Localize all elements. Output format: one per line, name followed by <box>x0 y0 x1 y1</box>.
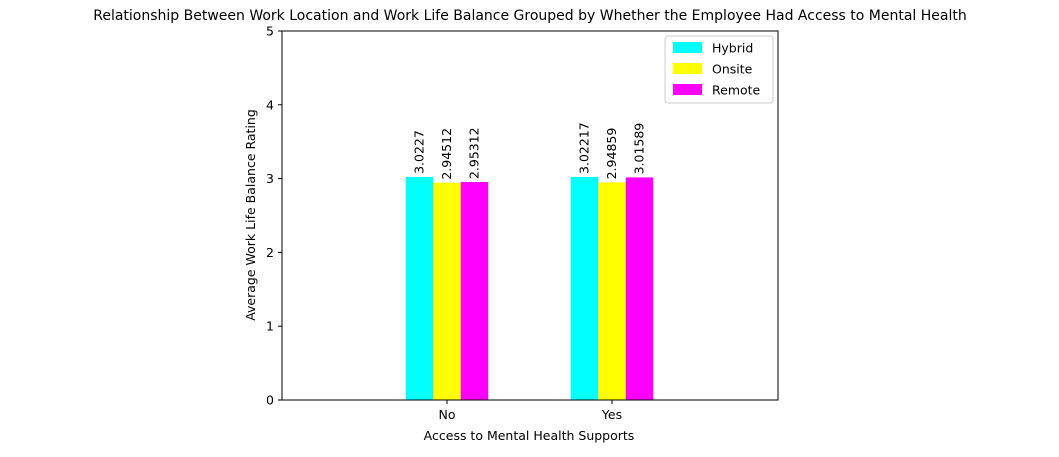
x-axis: No Yes <box>439 400 622 422</box>
legend: Hybrid Onsite Remote <box>664 35 774 104</box>
y-tick-label: 4 <box>266 97 274 112</box>
value-label-onsite-yes: 2.94859 <box>604 128 619 180</box>
legend-label-remote: Remote <box>712 83 761 98</box>
bar-onsite-yes <box>598 182 626 400</box>
x-tick-label: Yes <box>601 407 622 422</box>
value-label-remote-no: 2.95312 <box>467 127 482 179</box>
bar-remote-yes <box>625 177 654 400</box>
legend-swatch-hybrid <box>673 42 702 53</box>
y-axis: 0 1 2 3 4 5 <box>266 24 282 408</box>
chart-title: Relationship Between Work Location and W… <box>93 8 967 24</box>
y-tick-label: 3 <box>266 171 274 186</box>
legend-swatch-onsite <box>673 63 702 74</box>
value-label-onsite-no: 2.94512 <box>439 128 454 180</box>
y-tick-label: 5 <box>266 24 274 39</box>
x-axis-label: Access to Mental Health Supports <box>424 428 635 443</box>
x-tick-label: No <box>439 407 456 422</box>
y-tick-label: 1 <box>266 319 274 334</box>
bar-hybrid-yes <box>570 176 599 400</box>
bar-onsite-no <box>433 182 461 400</box>
plot-area-frame <box>281 30 779 401</box>
bars-layer <box>405 176 654 400</box>
y-tick-label: 2 <box>266 245 274 260</box>
bar-hybrid-no <box>405 176 434 400</box>
y-axis-label: Average Work Life Balance Rating <box>243 109 258 321</box>
value-labels-layer: 3.0227 3.02217 2.94512 2.94859 2.95312 3.0158… <box>412 122 647 179</box>
value-label-hybrid-yes: 3.02217 <box>577 122 592 174</box>
y-tick-label: 0 <box>266 393 274 408</box>
legend-swatch-remote <box>673 84 702 95</box>
value-label-hybrid-no: 3.0227 <box>412 130 427 174</box>
legend-label-onsite: Onsite <box>712 62 753 77</box>
legend-label-hybrid: Hybrid <box>712 41 753 56</box>
value-label-remote-yes: 3.01589 <box>632 123 647 175</box>
bar-remote-no <box>460 182 489 400</box>
